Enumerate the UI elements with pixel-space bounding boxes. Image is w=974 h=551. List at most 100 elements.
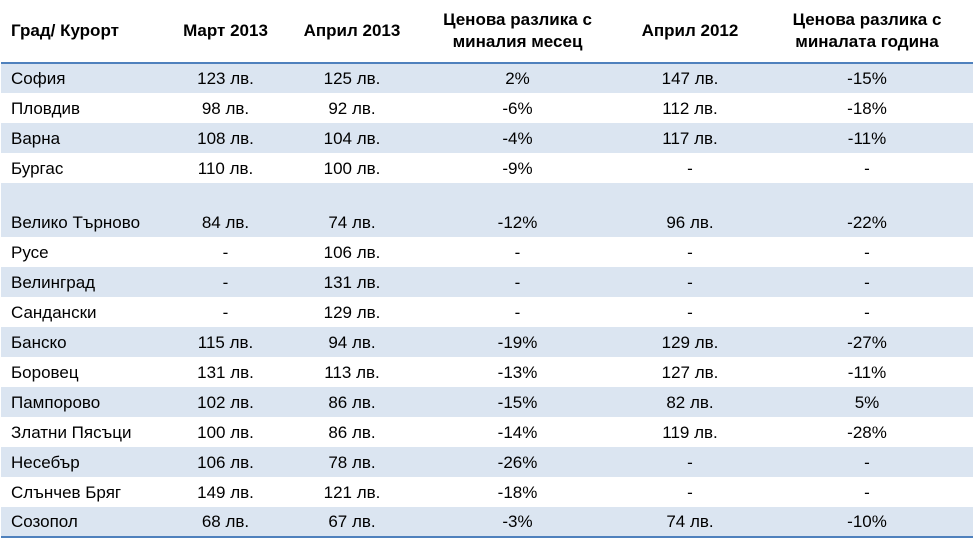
cell-march-2013: 108 лв. [163, 123, 288, 153]
cell-diff-year: -18% [847, 99, 887, 118]
cell-diff-month: 2% [416, 63, 619, 93]
cell-city: Русе [11, 243, 49, 262]
cell-diff-month: -12% [416, 183, 619, 237]
table-row: Банско 115 лв. 94 лв. -19% 129 лв. -27% [1, 327, 973, 357]
table-row: Созопол 68 лв. 67 лв. -3% 74 лв. -10% [1, 507, 973, 538]
cell-diff-month: -15% [416, 387, 619, 417]
table-row: Несебър 106 лв. 78 лв. -26% - - [1, 447, 973, 477]
cell-diff-year: -27% [761, 327, 973, 357]
cell-april-2013: 125 лв. [288, 63, 416, 93]
price-table-container: Град/ Курорт Март 2013 Април 2013 Ценова… [1, 0, 973, 538]
cell-april-2013: 94 лв. [288, 327, 416, 357]
cell-diff-month: - [416, 267, 619, 297]
table-row: Варна 108 лв. 104 лв. -4% 117 лв. -11% [1, 123, 973, 153]
cell-city: Пловдив [11, 99, 81, 118]
cell-diff-year: - [864, 243, 870, 262]
cell-april-2013: 106 лв. [323, 243, 381, 262]
cell-diff-month: -19% [416, 327, 619, 357]
cell-city: Сандански [11, 303, 97, 322]
cell-april-2012: 112 лв. [662, 99, 718, 118]
cell-march-2013: 115 лв. [163, 327, 288, 357]
cell-april-2013: 78 лв. [288, 447, 416, 477]
cell-march-2013: - [222, 303, 229, 322]
cell-march-2013: 110 лв. [197, 159, 254, 178]
cell-city: Пампорово [1, 387, 163, 417]
cell-march-2013: - [222, 243, 229, 262]
cell-diff-month: - [514, 303, 521, 322]
cell-city: Бургас [11, 159, 64, 178]
cell-diff-year: -11% [847, 363, 887, 382]
cell-city: Златни Пясъци [11, 423, 132, 442]
cell-diff-month: -6% [502, 99, 533, 118]
cell-april-2012: - [687, 303, 693, 322]
cell-april-2013: 67 лв. [288, 507, 416, 538]
cell-diff-year: -15% [761, 63, 973, 93]
hotel-price-table: Град/ Курорт Март 2013 Април 2013 Ценова… [1, 0, 973, 538]
cell-diff-month: -9% [502, 159, 533, 178]
cell-april-2012: 119 лв. [662, 423, 718, 442]
header-city: Град/ Курорт [1, 0, 163, 64]
cell-april-2012: - [619, 267, 761, 297]
cell-city: Велико Търново [1, 183, 163, 237]
table-row: Боровец 131 лв. 113 лв. -13% 127 лв. -11% [1, 357, 973, 387]
cell-march-2013: 123 лв. [163, 63, 288, 93]
cell-diff-month: -13% [497, 363, 538, 382]
cell-city: Несебър [1, 447, 163, 477]
cell-april-2012: 127 лв. [661, 363, 719, 382]
header-april-2013: Април 2013 [288, 0, 416, 64]
header-april-2012: Април 2012 [619, 0, 761, 64]
table-row: Русе - 106 лв. - - - [1, 237, 973, 267]
table-header: Град/ Курорт Март 2013 Април 2013 Ценова… [1, 0, 973, 64]
cell-city: Боровец [11, 363, 79, 382]
cell-april-2013: 86 лв. [328, 423, 376, 442]
cell-city: София [1, 63, 163, 93]
table-row: Велинград -131 лв. - - - [1, 267, 973, 297]
cell-diff-year: - [864, 483, 870, 502]
cell-april-2012: - [687, 483, 693, 502]
cell-april-2012: - [687, 243, 693, 262]
cell-april-2012: 74 лв. [619, 507, 761, 538]
cell-april-2013: 74 лв. [288, 183, 416, 237]
cell-march-2013: 100 лв. [197, 423, 254, 442]
cell-april-2013: 113 лв. [324, 363, 380, 382]
cell-april-2012: 117 лв. [619, 123, 761, 153]
cell-city: Слънчев Бряг [11, 483, 122, 502]
cell-april-2013: 86 лв. [288, 387, 416, 417]
table-row: Пампорово 102 лв. 86 лв. -15% 82 лв. 5% [1, 387, 973, 417]
cell-april-2013: 131 лв. [288, 267, 416, 297]
cell-april-2013: 129 лв. [323, 303, 381, 322]
cell-march-2013: 131 лв. [197, 363, 254, 382]
header-diff-year: Ценова разлика с миналата година [761, 0, 973, 64]
cell-city: Варна [1, 123, 163, 153]
table-row: Пловдив 98 лв. 92 лв. -6% 112 лв. -18% [1, 93, 973, 123]
cell-diff-year: -10% [761, 507, 973, 538]
cell-april-2012: 96 лв. [619, 183, 761, 237]
header-march-2013: Март 2013 [163, 0, 288, 64]
cell-diff-year: - [864, 159, 870, 178]
cell-diff-year: -22% [761, 183, 973, 237]
cell-diff-month: -14% [497, 423, 538, 442]
cell-april-2013: 121 лв. [323, 483, 381, 502]
cell-diff-year: -28% [847, 423, 887, 442]
cell-diff-year: -11% [761, 123, 973, 153]
table-row: Бургас 110 лв. 100 лв. -9% - - [1, 153, 973, 183]
cell-city: Велинград [1, 267, 163, 297]
cell-april-2012: 82 лв. [619, 387, 761, 417]
header-row: Град/ Курорт Март 2013 Април 2013 Ценова… [1, 0, 973, 64]
cell-april-2013: 104 лв. [288, 123, 416, 153]
cell-april-2013: 100 лв. [323, 159, 381, 178]
cell-diff-year: - [761, 447, 973, 477]
cell-diff-month: - [514, 243, 521, 262]
table-row: Златни Пясъци 100 лв. 86 лв. -14% 119 лв. -28… [1, 417, 973, 447]
cell-diff-month: -26% [416, 447, 619, 477]
cell-april-2012: 129 лв. [619, 327, 761, 357]
cell-march-2013: 106 лв. [163, 447, 288, 477]
cell-march-2013: - [163, 267, 288, 297]
cell-diff-month: -18% [497, 483, 538, 502]
cell-march-2013: 98 лв. [201, 99, 250, 118]
cell-diff-year: - [864, 303, 870, 322]
table-row: Велико Търново 84 лв. 74 лв. -12% 96 лв. -22% [1, 183, 973, 237]
cell-april-2012: 147 лв. [619, 63, 761, 93]
header-diff-month: Ценова разлика с миналия месец [416, 0, 619, 64]
cell-city: Банско [1, 327, 163, 357]
